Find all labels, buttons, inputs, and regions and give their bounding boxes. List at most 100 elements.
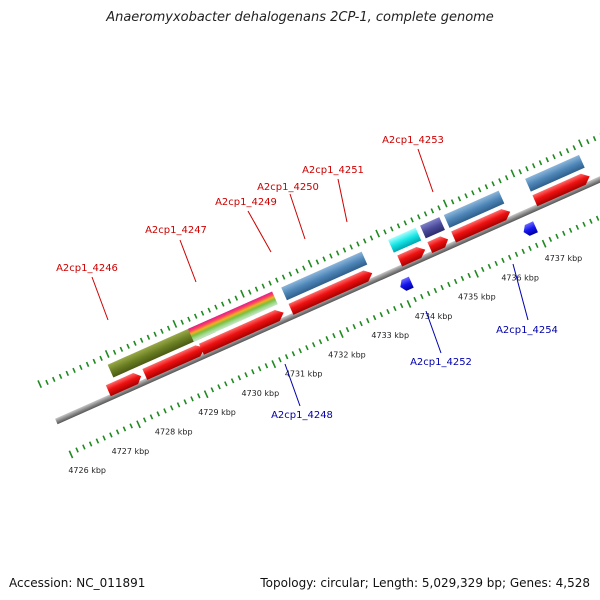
minor-tick xyxy=(275,277,279,283)
feature-olive xyxy=(107,319,216,378)
minor-tick xyxy=(545,157,549,163)
major-tick xyxy=(37,380,42,389)
minor-tick xyxy=(160,328,164,334)
minor-tick xyxy=(237,375,242,381)
tick-label: 4737 kbp xyxy=(545,254,583,263)
minor-tick xyxy=(345,327,350,333)
feature-steel-4253 xyxy=(525,154,585,192)
minor-tick xyxy=(453,278,458,285)
minor-tick xyxy=(153,331,157,337)
minor-tick xyxy=(122,426,127,432)
minor-tick xyxy=(372,314,377,321)
tick-label: 4732 kbp xyxy=(328,350,366,359)
major-tick xyxy=(375,229,380,238)
label-A2cp1-4246: A2cp1_4246 xyxy=(56,263,118,274)
minor-tick xyxy=(480,266,485,273)
minor-tick xyxy=(413,296,417,303)
minor-tick xyxy=(85,361,90,367)
minor-tick xyxy=(329,253,333,259)
minor-tick xyxy=(99,355,103,361)
minor-tick xyxy=(248,289,252,295)
major-tick xyxy=(172,319,178,328)
minor-tick xyxy=(210,387,215,393)
genome-summary-text: Topology: circular; Length: 5,029,329 bp… xyxy=(260,576,590,590)
minor-tick xyxy=(95,438,100,444)
minor-tick xyxy=(288,271,293,277)
minor-tick xyxy=(169,405,174,411)
minor-tick xyxy=(568,227,573,233)
reverse-tick-row xyxy=(68,215,600,459)
minor-tick xyxy=(305,345,309,351)
tick-label: 4730 kbp xyxy=(242,389,280,398)
gene-arrow-forward xyxy=(532,173,590,207)
major-tick xyxy=(307,259,313,268)
minor-tick xyxy=(278,357,282,363)
minor-tick xyxy=(142,417,147,423)
minor-tick xyxy=(88,441,93,447)
tick-label: 4728 kbp xyxy=(155,428,193,437)
minor-tick xyxy=(498,178,502,184)
minor-tick xyxy=(420,293,424,300)
feature-steel-4247 xyxy=(281,251,368,301)
minor-tick xyxy=(284,354,289,360)
tick-label: 4729 kbp xyxy=(198,408,236,417)
minor-tick xyxy=(129,423,133,429)
gene-arrow-forward xyxy=(451,209,511,243)
minor-tick xyxy=(119,346,124,352)
minor-tick xyxy=(457,196,462,202)
minor-tick xyxy=(332,333,336,339)
minor-tick xyxy=(58,373,63,380)
tick-label: 4733 kbp xyxy=(371,331,409,340)
major-tick xyxy=(203,390,209,399)
minor-tick xyxy=(217,384,221,390)
minor-tick xyxy=(383,229,387,235)
minor-tick xyxy=(494,260,498,267)
minor-tick xyxy=(586,139,590,145)
label-A2cp1-4248: A2cp1_4248 xyxy=(271,410,333,421)
minor-tick xyxy=(79,364,83,370)
minor-tick xyxy=(109,432,113,438)
minor-tick xyxy=(464,193,468,199)
minor-tick xyxy=(295,268,299,274)
minor-tick xyxy=(311,342,316,348)
gene-arrow-reverse xyxy=(523,221,538,236)
major-tick xyxy=(136,420,141,429)
minor-tick xyxy=(82,444,86,450)
minor-tick xyxy=(525,166,529,172)
minor-tick xyxy=(555,233,559,239)
minor-tick xyxy=(75,447,79,453)
minor-tick xyxy=(562,230,566,236)
minor-tick xyxy=(200,310,205,316)
minor-tick xyxy=(318,339,323,345)
minor-tick xyxy=(592,136,597,142)
gene-arrow-forward xyxy=(288,270,373,315)
minor-tick xyxy=(112,349,117,355)
minor-tick xyxy=(257,366,262,372)
label-A2cp1-4249: A2cp1_4249 xyxy=(215,197,277,208)
minor-tick xyxy=(565,148,570,154)
label-A2cp1-4254: A2cp1_4254 xyxy=(496,325,558,336)
gene-arrow-forward xyxy=(142,345,206,380)
minor-tick xyxy=(268,280,272,286)
minor-tick xyxy=(197,393,201,399)
minor-tick xyxy=(450,199,455,205)
minor-tick xyxy=(251,369,255,375)
minor-tick xyxy=(447,281,451,288)
minor-tick xyxy=(467,272,471,279)
major-tick xyxy=(510,169,516,178)
minor-tick xyxy=(244,372,248,378)
minor-tick xyxy=(322,256,326,262)
tick-label: 4726 kbp xyxy=(68,466,106,475)
major-tick xyxy=(442,199,448,208)
minor-tick xyxy=(417,214,421,220)
minor-tick xyxy=(501,257,505,264)
major-tick xyxy=(338,330,344,338)
minor-tick xyxy=(356,241,360,247)
minor-tick xyxy=(133,340,137,346)
minor-tick xyxy=(531,163,536,169)
label-A2cp1-4250: A2cp1_4250 xyxy=(257,182,319,193)
minor-tick xyxy=(52,376,56,383)
minor-tick xyxy=(460,275,465,282)
minor-tick xyxy=(149,414,154,420)
